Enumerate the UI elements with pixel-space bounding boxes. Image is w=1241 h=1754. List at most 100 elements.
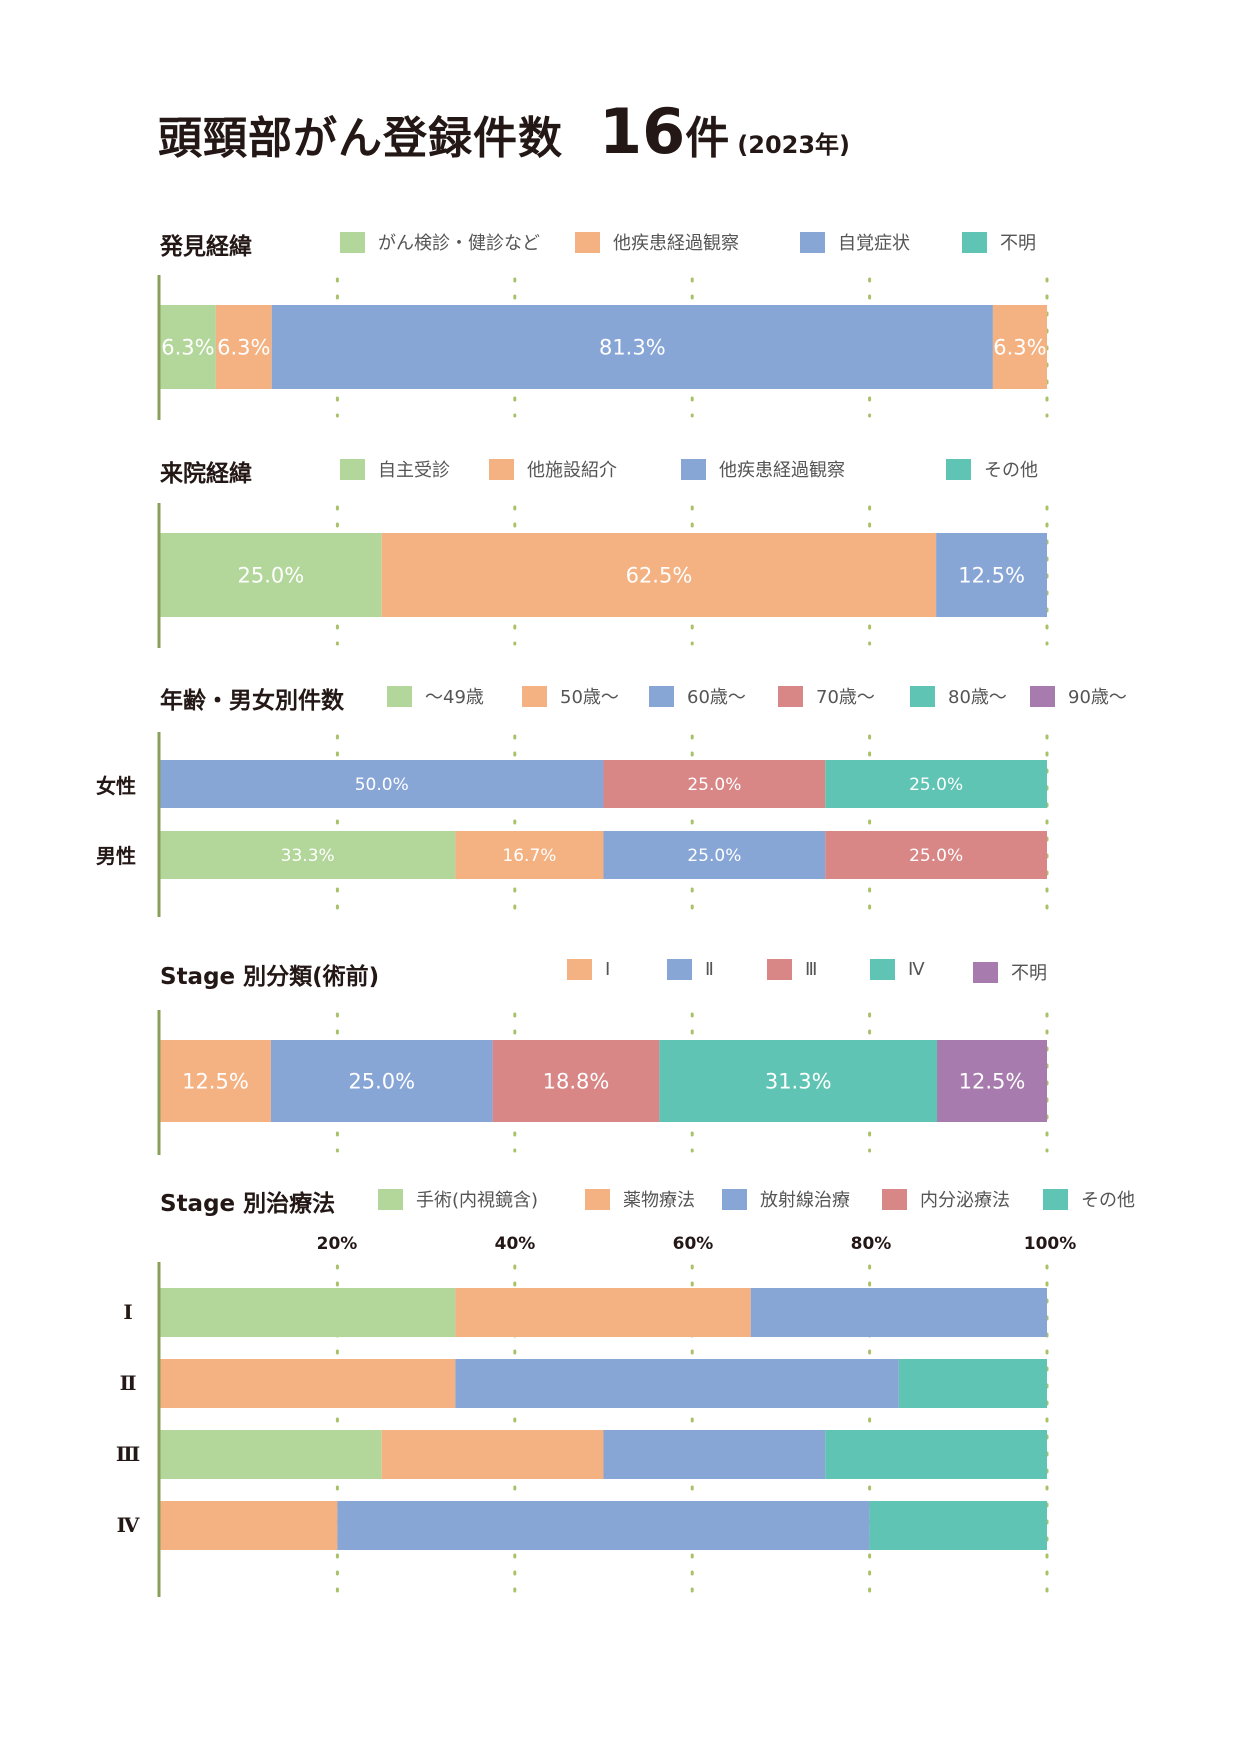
row-label-stage-1: Ⅰ <box>123 1300 133 1324</box>
bar-segment <box>937 1040 1047 1122</box>
legend-label: 80歳〜 <box>948 687 1007 708</box>
bar-segment <box>160 760 604 808</box>
legend-swatch <box>882 1188 907 1210</box>
legend-item: 50歳〜 <box>522 683 619 709</box>
legend-item: 60歳〜 <box>649 683 746 709</box>
legend-label: Ⅰ <box>605 959 611 980</box>
data-label: 16.7% <box>502 846 556 866</box>
legend-label: 60歳〜 <box>687 687 746 708</box>
bar-segment <box>869 1501 1047 1550</box>
legend-item: Ⅲ <box>767 959 817 980</box>
legend-label: 薬物療法 <box>623 1190 695 1211</box>
legend-label: 他疾患経過観察 <box>613 233 739 254</box>
x-tick-label: 60% <box>672 1234 714 1254</box>
x-tick-label: 40% <box>494 1234 536 1254</box>
chart-visit-route: 25.0% 62.5% 12.5% <box>157 503 1049 648</box>
legend-label: 50歳〜 <box>560 687 619 708</box>
data-label: 12.5% <box>958 564 1025 588</box>
bar-segment <box>160 1040 271 1122</box>
legend-label: 不明 <box>1000 233 1036 254</box>
bar-segment <box>337 1501 870 1550</box>
legend-label: 自覚症状 <box>838 233 910 254</box>
data-label: 33.3% <box>281 846 335 866</box>
legend-label: 70歳〜 <box>816 687 875 708</box>
legend-swatch <box>522 685 547 707</box>
chart-age-sex: 50.0% 25.0% 25.0% 33.3% 16.7% 25.0% 25.0% <box>157 732 1049 917</box>
bar-segment <box>455 831 604 879</box>
legend-label: Ⅱ <box>705 959 714 980</box>
legend-item: 〜49歳 <box>387 683 484 709</box>
bar-segment <box>160 831 456 879</box>
title-unit: 件 <box>685 113 730 164</box>
bar-segment <box>603 831 826 879</box>
legend-label: がん検診・健診など <box>378 233 540 254</box>
title-year: (2023年) <box>737 131 851 159</box>
row-label-stage-3: Ⅲ <box>115 1442 141 1466</box>
legend-label: 〜49歳 <box>425 687 484 708</box>
data-label: 25.0% <box>687 846 741 866</box>
legend-item: 他施設紹介 <box>489 456 617 482</box>
legend-item: Ⅱ <box>667 959 714 980</box>
x-tick-label: 20% <box>316 1234 358 1254</box>
legend-item: 90歳〜 <box>1030 683 1127 709</box>
legend-swatch <box>1043 1188 1068 1210</box>
legend-item: 放射線治療 <box>722 1186 850 1212</box>
legend-swatch <box>340 231 365 253</box>
legend-item: Ⅳ <box>870 959 925 980</box>
legend-item: Ⅰ <box>567 959 610 980</box>
legend-item: その他 <box>1043 1186 1135 1212</box>
bar-segment <box>160 305 216 389</box>
bar-segment <box>750 1288 1047 1337</box>
bar-segment <box>160 1359 456 1408</box>
chart-treatment <box>157 1262 1049 1597</box>
legend-swatch <box>340 458 365 480</box>
legend-swatch <box>667 959 692 980</box>
data-label: 81.3% <box>599 336 666 360</box>
legend-swatch <box>910 685 935 707</box>
section-title-stage: Stage 別分類(術前) <box>160 964 380 990</box>
legend-item: 内分泌療法 <box>882 1186 1010 1212</box>
legend-item: 他疾患経過観察 <box>681 456 845 482</box>
data-label: 31.3% <box>765 1070 832 1094</box>
legend-label: Ⅲ <box>805 959 818 980</box>
data-label: 25.0% <box>909 846 963 866</box>
row-label-stage-2: Ⅱ <box>119 1371 137 1395</box>
section-title-age-sex: 年齢・男女別件数 <box>160 688 344 714</box>
bar-segment <box>659 1040 938 1122</box>
legend-swatch <box>681 458 706 480</box>
section-title-visit-route: 来院経緯 <box>160 461 252 487</box>
legend-swatch <box>387 685 412 707</box>
bar-segment <box>160 1288 456 1337</box>
bar-segment <box>160 533 382 617</box>
legend-swatch <box>567 959 592 980</box>
row-label-male: 男性 <box>96 844 136 868</box>
data-label: 6.3% <box>217 336 270 360</box>
bar-segment <box>160 1501 338 1550</box>
bar-segment <box>271 305 993 389</box>
bar-segment <box>492 1040 660 1122</box>
bar-segment <box>603 1430 826 1479</box>
legend-label: 放射線治療 <box>760 1190 850 1211</box>
legend-label: 90歳〜 <box>1068 687 1127 708</box>
legend-item: 自主受診 <box>340 456 450 482</box>
bar-segment <box>825 760 1047 808</box>
bar-segment <box>215 305 272 389</box>
section-title-discovery: 発見経緯 <box>160 234 252 260</box>
data-label: 12.5% <box>182 1070 249 1094</box>
data-label: 6.3% <box>161 336 214 360</box>
data-label: 12.5% <box>959 1070 1026 1094</box>
legend-item: 70歳〜 <box>778 683 875 709</box>
legend-item: 不明 <box>973 959 1047 985</box>
x-tick-label: 80% <box>850 1234 892 1254</box>
bar-segment <box>381 533 937 617</box>
legend-swatch <box>378 1188 403 1210</box>
legend-label: 他疾患経過観察 <box>719 460 845 481</box>
chart-stage: 12.5% 25.0% 18.8% 31.3% 12.5% <box>157 1010 1049 1155</box>
row-label-stage-4: Ⅳ <box>116 1513 140 1537</box>
data-label: 25.0% <box>909 775 963 795</box>
bar-segment <box>160 1430 382 1479</box>
bar-segment <box>603 760 826 808</box>
data-label: 18.8% <box>543 1070 610 1094</box>
legend-item: 他疾患経過観察 <box>575 229 739 255</box>
page-title: 頭頸部がん登録件数 16 件 (2023年) <box>158 95 850 168</box>
